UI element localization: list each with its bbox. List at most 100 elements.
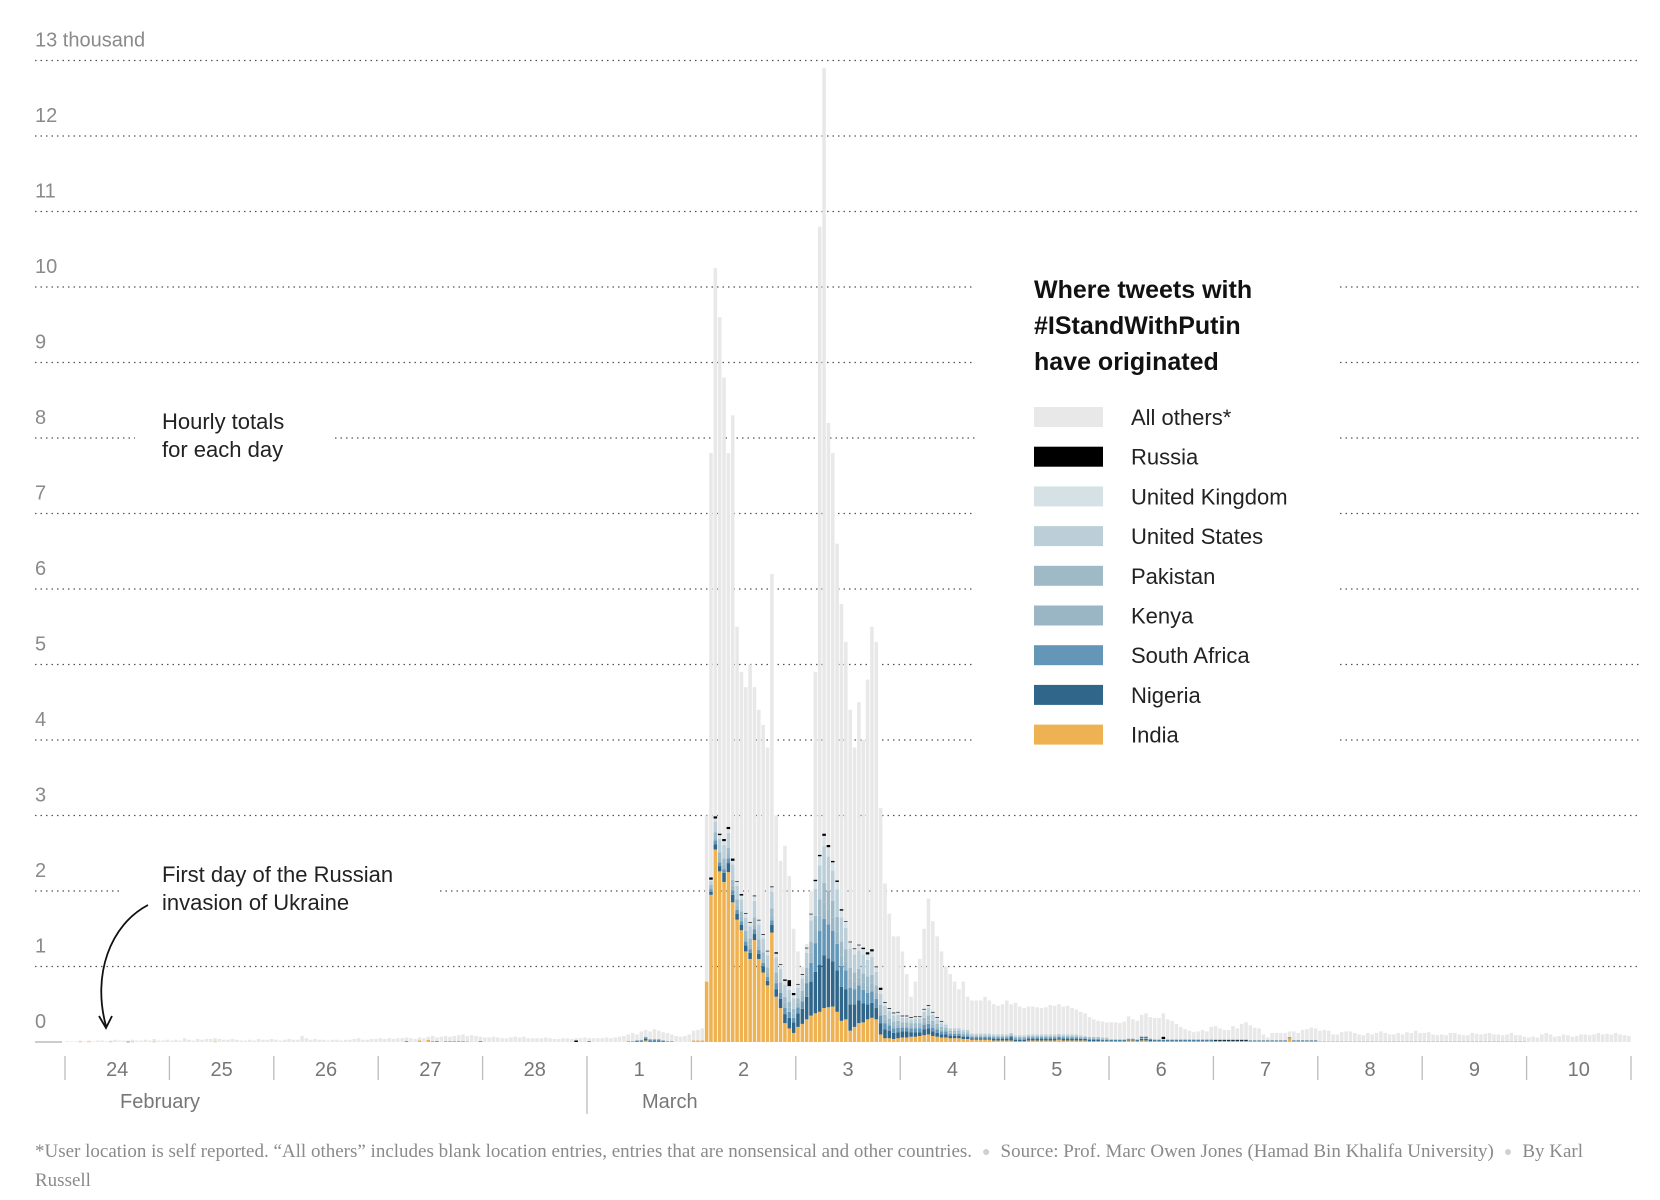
bar-hour <box>865 679 870 1042</box>
bar-segment-uk <box>952 1027 957 1029</box>
bar-segment-india <box>709 894 713 1042</box>
bar-hour <box>548 1038 552 1042</box>
bar-hour <box>556 1038 561 1042</box>
bar-segment-uk <box>717 835 722 839</box>
bar-segment-india <box>1326 1041 1331 1042</box>
bar-segment-others <box>135 1040 139 1042</box>
bar-segment-pakistan <box>957 1030 961 1033</box>
bar-segment-others <box>287 1038 291 1042</box>
bar-segment-others <box>382 1038 387 1042</box>
bar-segment-others <box>1105 1022 1109 1038</box>
bar-segment-south-africa <box>918 1028 922 1033</box>
bar-hour <box>791 928 796 1042</box>
bar-hour <box>939 951 944 1042</box>
bar-segment-us <box>739 899 744 912</box>
bar-segment-us <box>1005 1034 1009 1036</box>
bar-segment-south-africa <box>961 1035 966 1037</box>
bar-segment-india <box>1522 1041 1527 1042</box>
bar-segment-others <box>543 1037 548 1042</box>
bar-segment-india <box>1070 1040 1074 1042</box>
bar-hour <box>1239 1023 1244 1042</box>
bar-segment-others <box>1513 1035 1518 1042</box>
bar-hour <box>469 1035 474 1042</box>
bar-hour <box>1548 1034 1553 1042</box>
bar-hour <box>600 1038 604 1042</box>
bar-segment-pakistan <box>1065 1035 1070 1037</box>
bar-segment-nigeria <box>852 1004 857 1027</box>
bar-segment-pakistan <box>1105 1038 1109 1039</box>
bar-segment-russia <box>935 1017 939 1018</box>
bar-segment-india <box>1226 1041 1231 1042</box>
bar-hour <box>883 883 887 1042</box>
bar-segment-others <box>1035 1007 1039 1035</box>
bar-segment-kenya <box>848 978 852 988</box>
bar-segment-uk <box>709 879 713 882</box>
legend-item-india: India <box>1034 723 1179 748</box>
bar-hour <box>635 1034 639 1042</box>
bar-segment-others <box>1518 1035 1522 1042</box>
bar-segment-kenya <box>713 837 718 841</box>
bar-hour <box>1113 1022 1118 1042</box>
bar-segment-pakistan <box>991 1035 996 1037</box>
bar-segment-us <box>978 1033 983 1036</box>
bar-hour <box>1561 1034 1566 1042</box>
bar-segment-others <box>535 1038 539 1042</box>
bar-segment-russia <box>813 879 818 882</box>
bar-segment-south-africa <box>717 862 722 867</box>
bar-segment-pakistan <box>948 1030 952 1033</box>
bar-segment-south-africa <box>983 1036 987 1039</box>
bar-hour <box>1305 1029 1309 1042</box>
bar-segment-nigeria <box>800 1008 805 1024</box>
bar-hour <box>870 626 874 1042</box>
x-tick-label: 2 <box>738 1059 749 1081</box>
bar-hour <box>630 1032 635 1042</box>
bar-segment-others <box>1118 1023 1122 1039</box>
bar-segment-pakistan <box>770 908 774 916</box>
bar-segment-others <box>1218 1028 1222 1040</box>
bar-segment-others <box>1553 1036 1557 1042</box>
bar-segment-nigeria <box>1252 1040 1257 1042</box>
bar-segment-india <box>1466 1041 1470 1042</box>
bar-segment-kenya <box>744 937 748 942</box>
bar-hour <box>587 1038 591 1042</box>
bar-segment-others <box>1326 1030 1331 1042</box>
legend-swatch <box>1034 605 1103 626</box>
bar-segment-pakistan <box>883 1014 887 1020</box>
bar-segment-nigeria <box>809 981 813 1016</box>
bar-segment-india <box>809 1015 813 1042</box>
bar-segment-others <box>1174 1023 1179 1039</box>
bar-segment-uk <box>878 989 883 994</box>
bar-segment-others <box>130 1039 135 1042</box>
bar-hour <box>887 913 892 1042</box>
bar-segment-south-africa <box>1083 1038 1087 1039</box>
bar-hour <box>517 1037 522 1042</box>
bar-segment-pakistan <box>931 1020 935 1025</box>
bar-hour <box>1170 1020 1174 1042</box>
bar-hour <box>935 936 939 1042</box>
bar-hour <box>1553 1036 1557 1042</box>
bar-segment-others <box>713 268 718 817</box>
bar-segment-others <box>1161 1013 1166 1037</box>
bar-segment-others <box>413 1038 417 1042</box>
bar-segment-others <box>1457 1034 1461 1042</box>
bar-segment-uk <box>761 934 765 939</box>
bar-segment-india <box>1279 1041 1283 1042</box>
bar-hour <box>665 1032 670 1042</box>
bar-segment-kenya <box>896 1024 900 1028</box>
bar-segment-nigeria <box>1087 1039 1092 1042</box>
bar-segment-others <box>630 1032 635 1042</box>
bar-hour <box>1474 1033 1479 1042</box>
bar-segment-russia <box>765 950 770 952</box>
bar-segment-india <box>957 1038 961 1042</box>
bar-segment-india <box>1431 1041 1435 1042</box>
legend-item-others: All others* <box>1034 405 1232 430</box>
bar-segment-others <box>1335 1034 1340 1042</box>
bar-segment-others <box>1231 1026 1235 1040</box>
bar-segment-india <box>130 1041 135 1043</box>
bar-segment-pakistan <box>1005 1035 1009 1037</box>
bar-segment-others <box>361 1039 365 1042</box>
bar-hour <box>348 1039 352 1042</box>
bar-segment-others <box>1383 1032 1387 1042</box>
bar-segment-us <box>717 838 722 853</box>
bar-segment-pakistan <box>800 990 805 996</box>
